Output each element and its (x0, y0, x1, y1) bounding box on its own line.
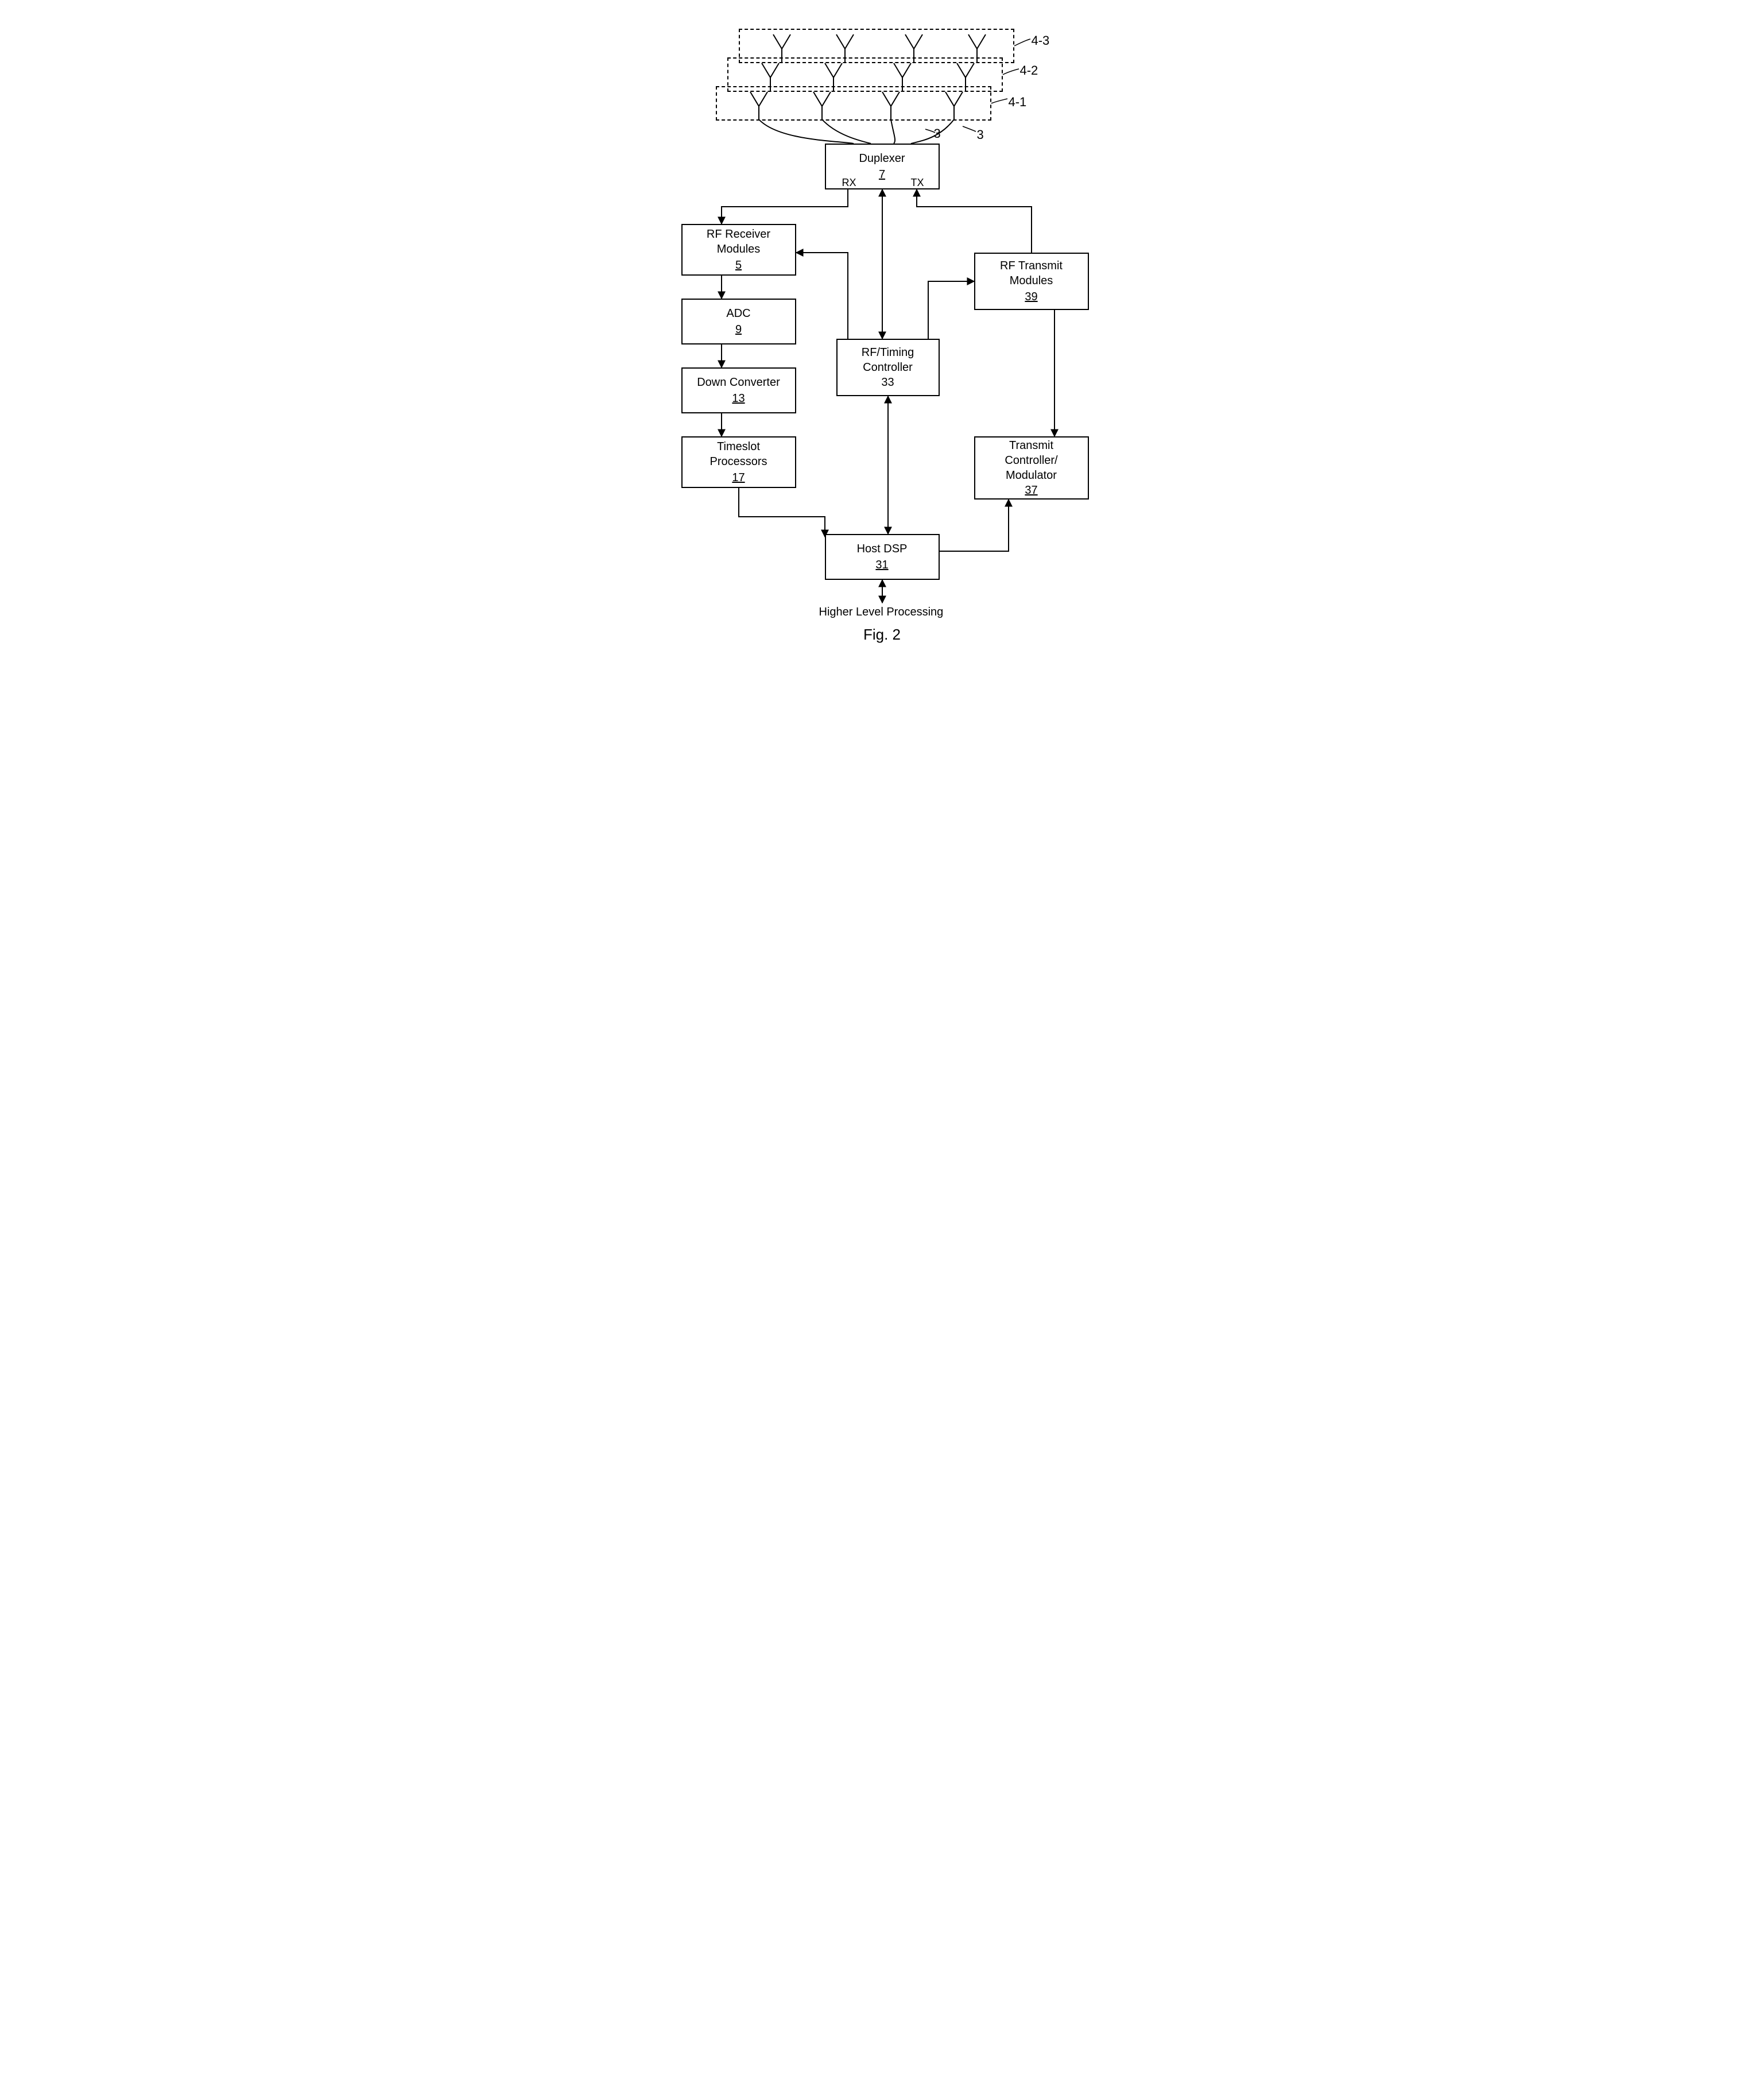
txctrl-title: Transmit Controller/ Modulator (1005, 438, 1057, 483)
rftiming-title: RF/Timing Controller (862, 345, 914, 375)
txctrl-ref: 37 (1025, 483, 1037, 498)
downconv-ref: 13 (732, 391, 745, 406)
hostdsp-title: Host DSP (857, 541, 908, 556)
rf-rx-ref: 5 (735, 258, 742, 273)
duplexer-rx-label: RX (842, 177, 856, 189)
rf-tx-title: RF Transmit Modules (1000, 258, 1063, 288)
higher-level-label: Higher Level Processing (819, 606, 944, 619)
antenna-element-label-a: 3 (934, 126, 941, 141)
block-down-converter: Down Converter 13 (681, 367, 796, 413)
duplexer-ref: 7 (879, 167, 885, 182)
block-rf-receiver: RF Receiver Modules 5 (681, 224, 796, 276)
array-label-2: 4-2 (1020, 63, 1038, 78)
duplexer-title: Duplexer (859, 151, 905, 166)
downconv-title: Down Converter (697, 375, 780, 390)
block-transmit-controller: Transmit Controller/ Modulator 37 (974, 436, 1089, 500)
tsproc-title: Timeslot Processors (710, 439, 767, 469)
block-adc: ADC 9 (681, 299, 796, 344)
hostdsp-ref: 31 (875, 557, 888, 572)
rf-tx-ref: 39 (1025, 289, 1037, 304)
block-host-dsp: Host DSP 31 (825, 534, 940, 580)
array-label-3: 4-3 (1032, 33, 1050, 48)
adc-ref: 9 (735, 322, 742, 337)
tsproc-ref: 17 (732, 470, 745, 485)
block-rf-transmit: RF Transmit Modules 39 (974, 253, 1089, 310)
diagram-canvas: 4-3 4-2 4-1 3 3 Duplexer 7 RX TX RF Rece… (607, 11, 1158, 660)
antenna-element-label-b: 3 (977, 127, 984, 142)
adc-title: ADC (726, 306, 750, 321)
rf-rx-title: RF Receiver Modules (707, 227, 770, 257)
rftiming-ref: 33 (881, 375, 894, 390)
antenna-array-row-1 (716, 86, 991, 121)
block-timeslot-processors: Timeslot Processors 17 (681, 436, 796, 488)
duplexer-tx-label: TX (911, 177, 924, 189)
block-rf-timing-controller: RF/Timing Controller 33 (836, 339, 940, 396)
array-label-1: 4-1 (1009, 95, 1027, 110)
figure-caption: Fig. 2 (607, 626, 1158, 644)
